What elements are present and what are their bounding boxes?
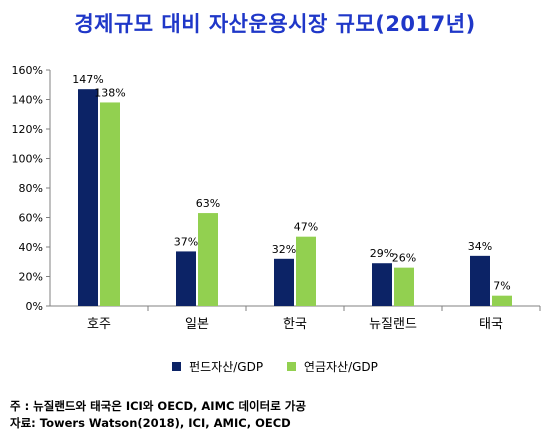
x-category-label: 한국 [283,317,307,332]
bar-pension [100,102,120,306]
bar-fund [176,251,196,306]
legend-label-fund: 펀드자산/GDP [189,360,264,374]
y-tick-label: 100% [12,153,43,166]
data-label-fund: 37% [174,235,198,248]
data-label-pension: 26% [392,252,416,265]
bar-chart: 0% 20% 40% 60% 80% 100% 120% 140% 160% 147%138% 호주… [12,64,541,332]
bar-pension [198,213,218,306]
legend-swatch-fund [172,362,182,371]
y-tick-label: 160% [12,64,43,77]
y-tick-label: 80% [19,182,43,195]
footnote-note: 주 : 뉴질랜드와 태국은 ICI와 OECD, AIMC 데이터로 가공 [10,399,306,413]
data-label-fund: 34% [468,240,492,253]
legend: 펀드자산/GDP 연금자산/GDP [0,358,550,375]
y-tick-label: 120% [12,123,43,136]
data-label-fund: 147% [72,73,103,86]
data-label-fund: 32% [272,243,296,256]
x-category-label: 호주 [87,317,111,332]
bar-pension [492,295,512,306]
bar-fund [274,258,294,306]
x-category-label: 태국 [479,317,503,332]
bar-pension [296,236,316,306]
footnote-source: 자료: Towers Watson(2018), ICI, AMIC, OECD [10,416,291,430]
bar-pension [394,267,414,306]
legend-label-pension: 연금자산/GDP [303,360,378,374]
x-category-label: 뉴질랜드 [369,317,417,332]
data-label-pension: 47% [294,221,318,234]
y-tick-label: 140% [12,94,43,107]
y-tick-label: 40% [19,241,43,254]
y-tick-label: 20% [19,271,43,284]
bar-fund [372,263,392,306]
data-label-pension: 63% [196,197,220,210]
data-label-fund: 29% [370,247,394,260]
x-category-label: 일본 [185,317,209,332]
legend-swatch-pension [286,362,296,371]
legend-item-fund: 펀드자산/GDP [172,358,263,375]
y-tick-label: 60% [19,212,43,225]
legend-item-pension: 연금자산/GDP [286,358,378,375]
chart-title: 경제규모 대비 자산운용시장 규모(2017년) [74,12,476,36]
data-label-pension: 7% [493,280,510,293]
bar-fund [78,89,98,306]
data-label-pension: 138% [94,86,125,99]
y-tick-label: 0% [26,300,43,313]
footnotes: 주 : 뉴질랜드와 태국은 ICI와 OECD, AIMC 데이터로 가공 자료… [10,398,306,432]
bar-fund [470,255,490,306]
